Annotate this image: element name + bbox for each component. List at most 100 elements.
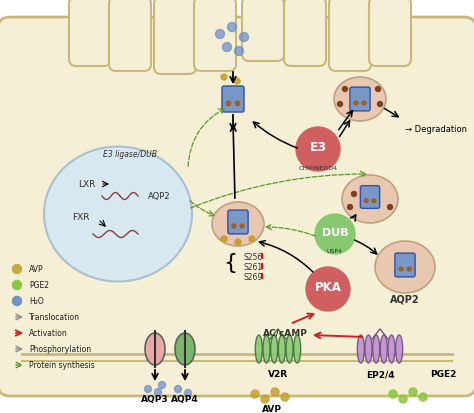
Circle shape <box>216 31 225 39</box>
FancyBboxPatch shape <box>222 87 244 113</box>
Ellipse shape <box>396 335 403 363</box>
Text: {: { <box>223 252 237 272</box>
Circle shape <box>12 297 21 306</box>
Text: PKA: PKA <box>315 281 341 294</box>
Text: CHIP/NEDD4: CHIP/NEDD4 <box>299 165 337 170</box>
Circle shape <box>221 236 227 242</box>
Ellipse shape <box>255 335 263 363</box>
Ellipse shape <box>44 147 192 282</box>
Ellipse shape <box>175 333 195 365</box>
Circle shape <box>226 102 231 106</box>
Circle shape <box>235 102 240 106</box>
Text: AQP4: AQP4 <box>171 394 199 404</box>
Circle shape <box>296 128 340 171</box>
Ellipse shape <box>145 333 165 365</box>
Circle shape <box>12 265 21 274</box>
Circle shape <box>354 102 358 106</box>
Text: PGE2: PGE2 <box>430 370 456 379</box>
Text: AQP3: AQP3 <box>141 394 169 404</box>
Text: AQP2: AQP2 <box>148 192 171 201</box>
Circle shape <box>235 47 244 56</box>
Circle shape <box>362 102 366 106</box>
Circle shape <box>261 395 269 403</box>
Text: E3 ligase/DUB: E3 ligase/DUB <box>103 150 157 159</box>
Text: Translocation: Translocation <box>29 313 80 322</box>
Text: Protein synthesis: Protein synthesis <box>29 361 95 370</box>
Text: AQP2: AQP2 <box>390 294 420 304</box>
Circle shape <box>235 240 241 245</box>
Circle shape <box>409 388 417 396</box>
Circle shape <box>145 386 152 392</box>
Circle shape <box>249 236 255 242</box>
FancyBboxPatch shape <box>369 0 411 67</box>
Circle shape <box>399 267 403 271</box>
Circle shape <box>315 214 355 254</box>
FancyBboxPatch shape <box>284 0 326 67</box>
Ellipse shape <box>357 335 365 363</box>
Circle shape <box>281 393 289 401</box>
Circle shape <box>239 33 248 43</box>
Text: → Degradation: → Degradation <box>405 125 467 134</box>
FancyBboxPatch shape <box>69 0 111 67</box>
FancyBboxPatch shape <box>360 186 380 209</box>
Ellipse shape <box>278 335 285 363</box>
FancyBboxPatch shape <box>329 0 371 72</box>
Ellipse shape <box>263 335 270 363</box>
FancyBboxPatch shape <box>228 211 248 234</box>
Ellipse shape <box>375 242 435 293</box>
Circle shape <box>271 388 279 396</box>
Circle shape <box>306 267 350 311</box>
Circle shape <box>352 192 356 197</box>
Circle shape <box>232 224 236 228</box>
Text: V2R: V2R <box>268 370 288 379</box>
FancyBboxPatch shape <box>350 88 370 112</box>
FancyBboxPatch shape <box>194 0 236 72</box>
Ellipse shape <box>373 335 380 363</box>
Text: AC/cAMP: AC/cAMP <box>263 328 308 337</box>
Ellipse shape <box>388 335 395 363</box>
Ellipse shape <box>212 202 264 247</box>
Text: LXR: LXR <box>78 180 95 189</box>
Circle shape <box>221 75 227 81</box>
Circle shape <box>399 395 407 403</box>
Circle shape <box>228 24 237 33</box>
Circle shape <box>240 224 244 228</box>
Circle shape <box>365 199 368 203</box>
Circle shape <box>158 382 165 389</box>
Ellipse shape <box>334 78 386 122</box>
Circle shape <box>184 389 191 396</box>
Circle shape <box>375 87 381 92</box>
Ellipse shape <box>293 335 301 363</box>
Circle shape <box>389 390 397 398</box>
Ellipse shape <box>271 335 278 363</box>
FancyBboxPatch shape <box>242 0 284 62</box>
Text: E3: E3 <box>310 141 327 154</box>
Circle shape <box>388 205 392 210</box>
Text: USP4: USP4 <box>327 249 343 254</box>
FancyBboxPatch shape <box>154 0 196 75</box>
Circle shape <box>174 386 182 392</box>
Circle shape <box>251 390 259 398</box>
Circle shape <box>407 267 411 271</box>
Text: Activation: Activation <box>29 329 68 338</box>
Text: H₂O: H₂O <box>29 297 44 306</box>
Ellipse shape <box>380 335 387 363</box>
Text: FXR: FXR <box>72 213 90 222</box>
Text: S269: S269 <box>244 273 263 282</box>
FancyBboxPatch shape <box>395 254 415 277</box>
FancyBboxPatch shape <box>0 18 474 396</box>
Ellipse shape <box>286 335 293 363</box>
Circle shape <box>377 102 383 107</box>
Circle shape <box>234 79 240 85</box>
Text: AVP: AVP <box>262 404 282 413</box>
Circle shape <box>372 199 376 203</box>
Circle shape <box>347 205 353 210</box>
Circle shape <box>343 87 347 92</box>
Circle shape <box>155 389 162 396</box>
Text: Phosphorylation: Phosphorylation <box>29 345 91 354</box>
Text: PGE2: PGE2 <box>29 281 49 290</box>
Text: DUB: DUB <box>322 228 348 237</box>
Circle shape <box>222 43 231 52</box>
FancyBboxPatch shape <box>109 0 151 72</box>
Text: S261: S261 <box>244 263 263 272</box>
